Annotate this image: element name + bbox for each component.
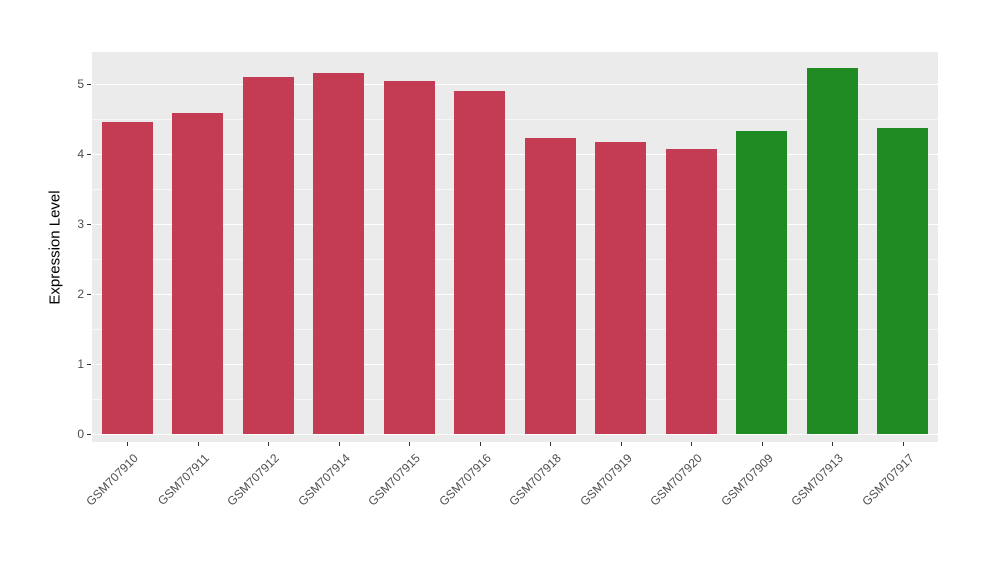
x-tick-label-GSM707910: GSM707910 <box>83 451 142 509</box>
x-tick-mark <box>409 442 411 446</box>
x-tick-mark <box>691 442 693 446</box>
x-tick-mark <box>620 442 622 446</box>
gridline-major <box>92 293 938 296</box>
bar-GSM707913 <box>806 68 858 434</box>
y-tick-mark <box>87 83 91 85</box>
gridline-major <box>92 153 938 156</box>
y-tick-mark <box>87 434 91 435</box>
y-tick-mark <box>87 293 91 295</box>
y-tick-mark <box>87 153 91 155</box>
x-tick-mark <box>268 442 270 446</box>
x-tick-label-GSM707912: GSM707912 <box>224 451 283 509</box>
x-tick-mark <box>761 442 763 446</box>
x-tick-mark <box>127 442 129 446</box>
y-tick-label: 2 <box>77 286 84 301</box>
gridline-minor <box>92 258 938 260</box>
x-tick-label-GSM707911: GSM707911 <box>154 451 212 508</box>
x-tick-label-GSM707918: GSM707918 <box>506 451 565 509</box>
bar-GSM707910 <box>101 122 153 434</box>
x-tick-label-GSM707917: GSM707917 <box>859 451 917 509</box>
gridline-major <box>92 434 938 436</box>
y-tick-mark <box>87 363 91 365</box>
bar-GSM707918 <box>524 137 576 434</box>
x-tick-label-GSM707916: GSM707916 <box>436 451 494 509</box>
x-tick-mark <box>902 442 904 446</box>
y-tick-mark <box>87 223 91 225</box>
x-tick-mark <box>338 442 340 446</box>
bar-GSM707920 <box>665 148 717 434</box>
bar-GSM707911 <box>172 112 224 434</box>
bar-GSM707914 <box>313 73 365 434</box>
y-tick-label: 3 <box>77 216 84 231</box>
x-tick-label-GSM707915: GSM707915 <box>365 451 424 509</box>
bar-GSM707916 <box>454 90 506 434</box>
bar-GSM707917 <box>877 127 929 434</box>
x-tick-mark <box>197 442 199 446</box>
gridline-minor <box>92 328 938 330</box>
y-tick-label: 5 <box>77 76 84 91</box>
x-tick-label-GSM707914: GSM707914 <box>295 451 353 509</box>
bar-GSM707912 <box>242 76 294 434</box>
gridline-minor <box>92 188 938 190</box>
x-tick-label-GSM707919: GSM707919 <box>577 451 635 509</box>
y-axis-title: Expression Level <box>44 52 66 442</box>
bar-GSM707909 <box>736 131 788 434</box>
y-tick-label: 0 <box>77 427 84 441</box>
bar-GSM707919 <box>595 141 647 434</box>
x-tick-label-GSM707909: GSM707909 <box>718 451 776 509</box>
x-tick-label-GSM707920: GSM707920 <box>647 451 706 509</box>
x-tick-mark <box>479 442 481 446</box>
gridline-major <box>92 83 938 85</box>
x-tick-label-GSM707913: GSM707913 <box>788 451 847 509</box>
y-tick-label: 4 <box>77 146 84 161</box>
x-tick-mark <box>832 442 834 446</box>
x-tick-mark <box>550 442 552 446</box>
plot-panel <box>92 52 938 442</box>
bar-GSM707915 <box>383 81 435 434</box>
gridline-minor <box>92 398 938 400</box>
gridline-major <box>92 363 938 366</box>
gridline-major <box>92 223 938 226</box>
y-tick-label: 1 <box>77 356 84 371</box>
gridline-minor <box>92 118 938 120</box>
